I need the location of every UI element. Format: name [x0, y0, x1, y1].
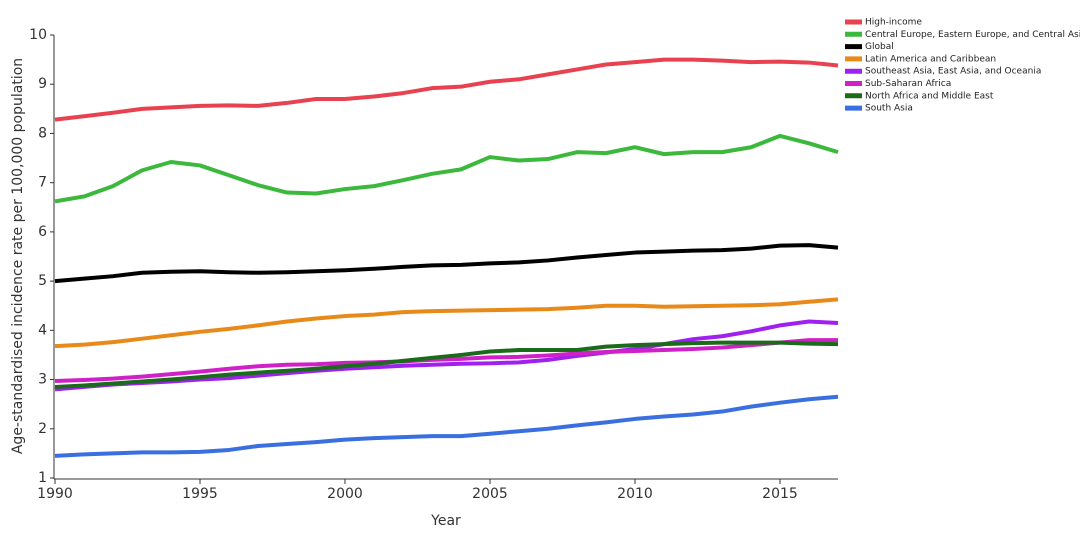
legend-label: Central Europe, Eastern Europe, and Cent… — [865, 30, 1080, 40]
x-tick-label: 1995 — [182, 486, 218, 502]
legend-label: Southeast Asia, East Asia, and Oceania — [865, 67, 1041, 77]
y-tick-label: 3 — [38, 372, 47, 388]
y-tick-label: 5 — [38, 273, 47, 289]
x-tick-label: 1990 — [37, 486, 73, 502]
series-line — [54, 133, 839, 204]
x-tick-label: 2015 — [762, 486, 798, 502]
y-tick-label: 9 — [38, 76, 47, 92]
legend-label: Global — [865, 42, 894, 52]
y-tick-label: 1 — [38, 470, 47, 486]
series-line — [54, 394, 839, 458]
legend-label: South Asia — [865, 104, 913, 114]
y-tick-label: 6 — [38, 224, 47, 240]
series-line — [54, 57, 839, 122]
x-tick-label: 2000 — [327, 486, 363, 502]
legend-label: Sub-Saharan Africa — [865, 79, 951, 89]
series-line — [54, 338, 838, 384]
y-tick-label: 7 — [38, 175, 47, 191]
x-tick-label: 2005 — [472, 486, 508, 502]
series-line — [54, 243, 839, 284]
y-tick-label: 4 — [38, 322, 47, 338]
series-line — [54, 319, 839, 392]
series-line — [54, 297, 839, 349]
legend-label: High-income — [865, 18, 922, 28]
x-axis-label: Year — [430, 513, 461, 529]
y-axis-label: Age-standardised incidence rate per 100,… — [10, 58, 26, 454]
series-line — [54, 340, 839, 389]
x-tick-label: 2010 — [617, 486, 653, 502]
legend-label: North Africa and Middle East — [865, 91, 994, 101]
y-tick-label: 10 — [29, 27, 47, 43]
y-tick-label: 8 — [38, 125, 47, 141]
legend-label: Latin America and Caribbean — [865, 54, 996, 64]
y-tick-label: 2 — [38, 421, 47, 437]
